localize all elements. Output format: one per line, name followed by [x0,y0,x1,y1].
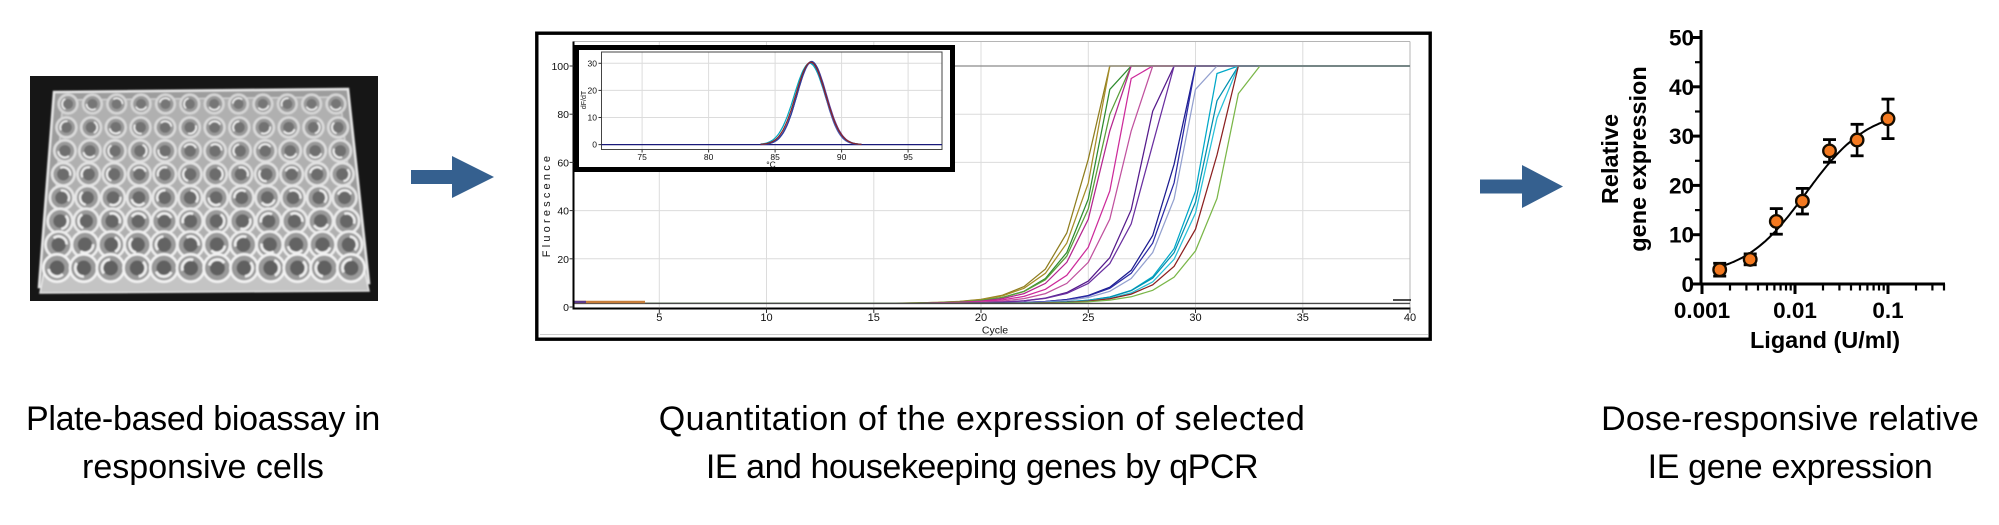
svg-text:20: 20 [975,312,987,324]
svg-text:85: 85 [770,152,780,162]
svg-text:40: 40 [557,206,569,218]
svg-text:80: 80 [704,152,714,162]
svg-text:Relative: Relative [1597,114,1623,204]
svg-text:0.001: 0.001 [1674,298,1730,323]
svg-text:90: 90 [837,152,847,162]
svg-text:Ligand (U/ml): Ligand (U/ml) [1750,327,1900,353]
svg-text:15: 15 [868,312,880,324]
svg-text:0.1: 0.1 [1872,298,1903,323]
svg-text:gene expression: gene expression [1625,66,1651,251]
svg-text:30: 30 [588,58,598,68]
svg-text:Fluorescence: Fluorescence [541,153,553,257]
svg-text:0: 0 [592,140,597,150]
svg-text:°C: °C [766,160,776,170]
svg-text:30: 30 [1669,124,1694,149]
svg-text:dF/dT: dF/dT [581,90,588,109]
svg-text:0: 0 [563,302,569,314]
svg-text:60: 60 [557,157,569,169]
svg-text:30: 30 [1189,312,1201,324]
svg-text:20: 20 [557,254,569,266]
svg-text:0: 0 [1681,272,1694,297]
svg-text:20: 20 [1669,173,1694,198]
svg-text:80: 80 [557,109,569,121]
svg-text:10: 10 [588,113,598,123]
svg-text:10: 10 [760,312,772,324]
svg-text:40: 40 [1404,312,1416,324]
svg-text:40: 40 [1669,75,1694,100]
svg-text:75: 75 [637,152,647,162]
svg-text:100: 100 [551,61,569,73]
svg-text:25: 25 [1082,312,1094,324]
svg-text:10: 10 [1669,223,1694,248]
svg-text:95: 95 [903,152,913,162]
svg-text:5: 5 [656,312,662,324]
svg-text:20: 20 [588,85,598,95]
svg-text:35: 35 [1297,312,1309,324]
svg-text:50: 50 [1669,26,1694,51]
svg-text:Cycle: Cycle [982,325,1008,337]
svg-text:0.01: 0.01 [1773,298,1817,323]
